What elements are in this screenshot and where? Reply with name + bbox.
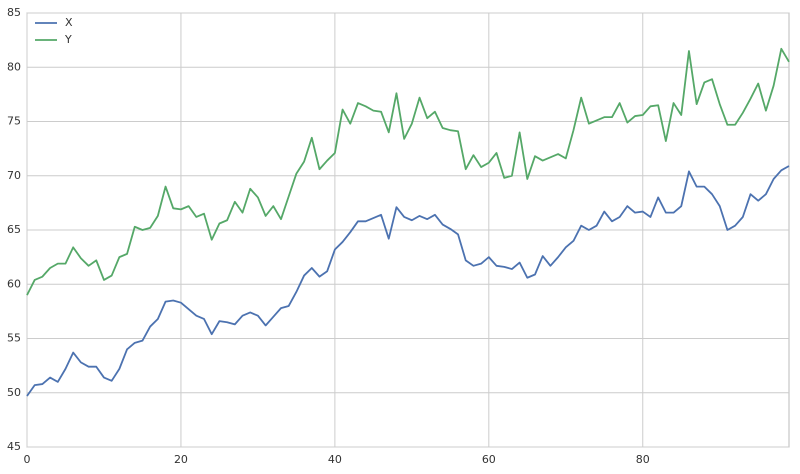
legend-label: Y <box>64 33 72 46</box>
x-tick-label: 0 <box>24 453 31 466</box>
y-tick-label: 70 <box>7 169 21 182</box>
series-line <box>26 47 790 296</box>
y-tick-label: 85 <box>7 6 21 19</box>
x-tick-label: 60 <box>482 453 496 466</box>
y-tick-label: 65 <box>7 223 21 236</box>
y-tick-label: 75 <box>7 115 21 128</box>
y-tick-label: 45 <box>7 440 21 453</box>
x-tick-label: 40 <box>328 453 342 466</box>
x-tick-label: 20 <box>174 453 188 466</box>
y-tick-label: 50 <box>7 386 21 399</box>
x-tick-label: 80 <box>636 453 650 466</box>
y-tick-label: 55 <box>7 332 21 345</box>
y-tick-label: 80 <box>7 60 21 73</box>
legend-label: X <box>65 16 73 29</box>
y-tick-label: 60 <box>7 277 21 290</box>
series-line <box>26 165 790 397</box>
